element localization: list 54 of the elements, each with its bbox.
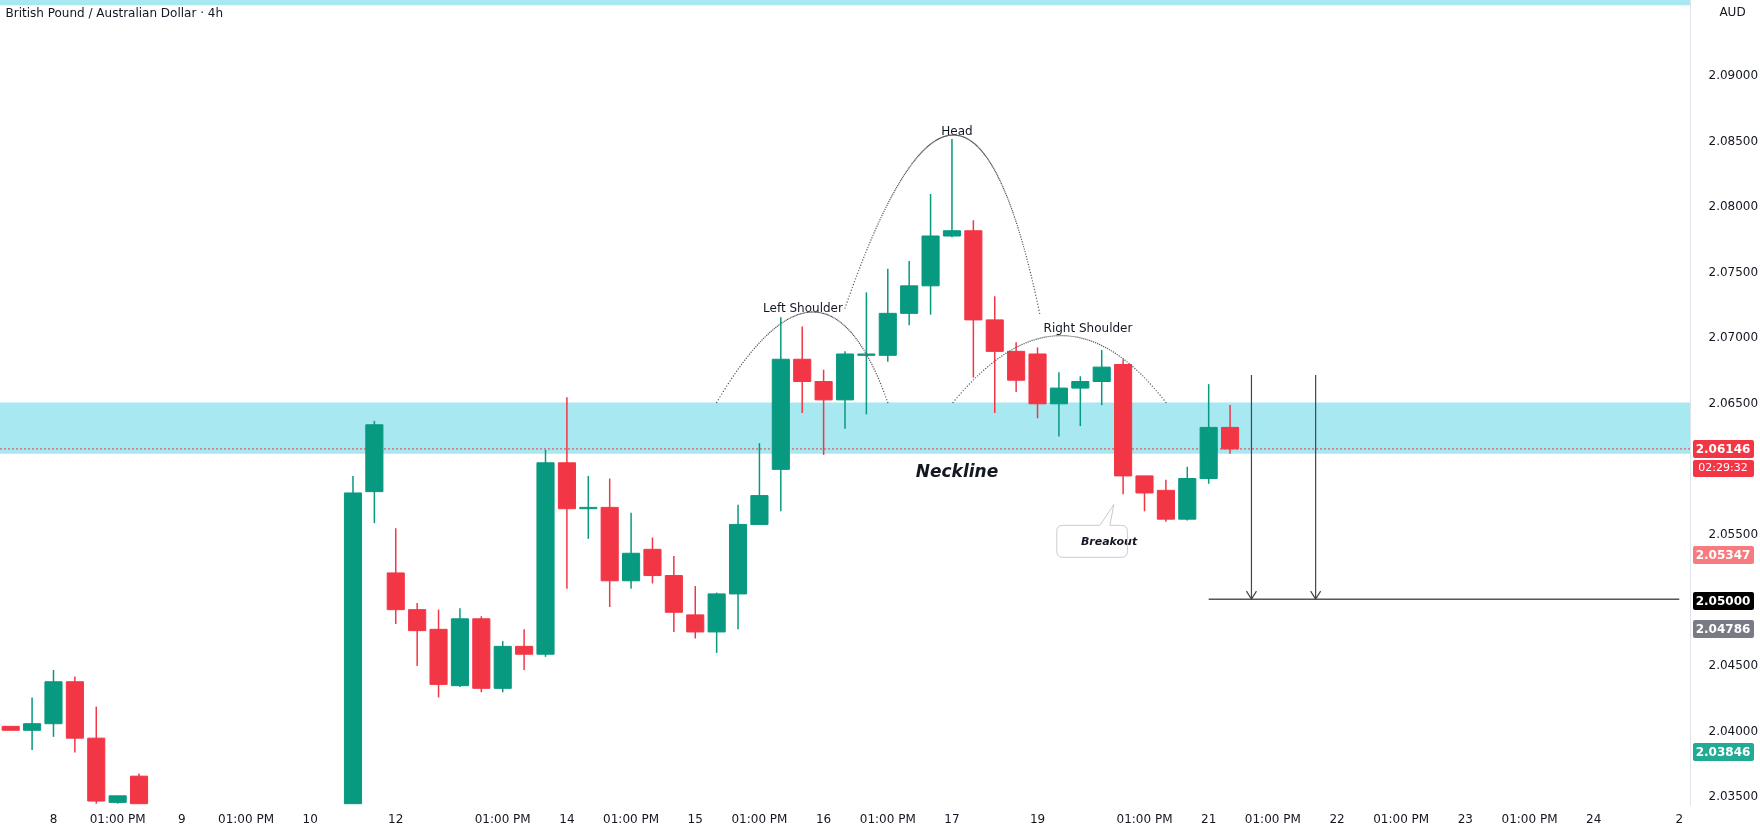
annotation: Breakout [1080,535,1138,548]
annotation: Head [941,124,973,138]
x-tick-label: 01:00 PM [603,811,660,826]
x-tick-label: 23 [1457,811,1474,826]
x-tick-label: 2 [1675,811,1684,826]
y-tick-label: 2.08000 [1708,199,1759,214]
x-tick-label: 10 [302,811,318,826]
y-tick-label: 2.09000 [1708,68,1759,83]
x-tick-label: 17 [944,811,960,826]
x-tick-label: 19 [1029,811,1046,826]
candlestick [408,602,427,667]
annotation: Left Shoulder [763,301,843,315]
text: 02:29:32 [1698,461,1748,474]
y-tick-label: 2.07500 [1708,264,1759,279]
x-tick-label: 01:00 PM [1501,811,1558,826]
text: 2.05347 [1695,548,1751,562]
candlestick [1135,475,1154,513]
x-tick-label: 14 [559,811,575,826]
x-tick-label: 22 [1329,811,1345,826]
x-tick-label: 21 [1201,811,1217,826]
y-tick-label: 2.06500 [1708,396,1759,410]
y-tick-label: 2.04500 [1708,658,1759,673]
x-tick-label: 24 [1586,811,1602,826]
x-tick-label: 01:00 PM [1373,811,1430,826]
x-tick-label: 01:00 PM [1116,811,1173,826]
x-tick-label: 12 [388,811,404,826]
annotation: Neckline [915,461,999,481]
x-tick-label: 01:00 PM [859,811,916,826]
y-tick-label: 2.07000 [1708,330,1759,345]
ref-line-label: 2.06146 [1695,441,1751,456]
candlestick [793,325,812,414]
y-axis-title: AUD [1719,4,1746,19]
y-tick-label: 2.04000 [1708,723,1759,738]
x-tick-label: 16 [815,811,832,826]
x-tick-label: 01:00 PM [1244,811,1301,826]
y-tick-label: 2.05500 [1708,527,1759,542]
text: 2.04786 [1695,622,1751,636]
x-tick-label: 15 [687,811,703,826]
text: 2.05000 [1695,594,1751,608]
annotation: Right Shoulder [1043,321,1133,335]
x-tick-label: 9 [178,811,186,826]
text: British Pound / Australian Dollar · 4h [5,6,224,20]
y-tick-label: 2.08500 [1708,133,1759,148]
x-tick-label: 8 [49,811,58,826]
x-tick-label: 01:00 PM [89,811,146,826]
candlestick [515,628,534,671]
candlestick [1007,341,1026,393]
y-tick-label: 2.03500 [1708,789,1759,804]
candlestick [686,585,705,640]
x-tick-label: 01:00 PM [474,811,531,826]
x-tick-label: 01:00 PM [218,811,275,826]
x-tick-label: 01:00 PM [731,811,788,826]
candlestick [23,696,42,751]
text: 2.03846 [1695,745,1751,759]
